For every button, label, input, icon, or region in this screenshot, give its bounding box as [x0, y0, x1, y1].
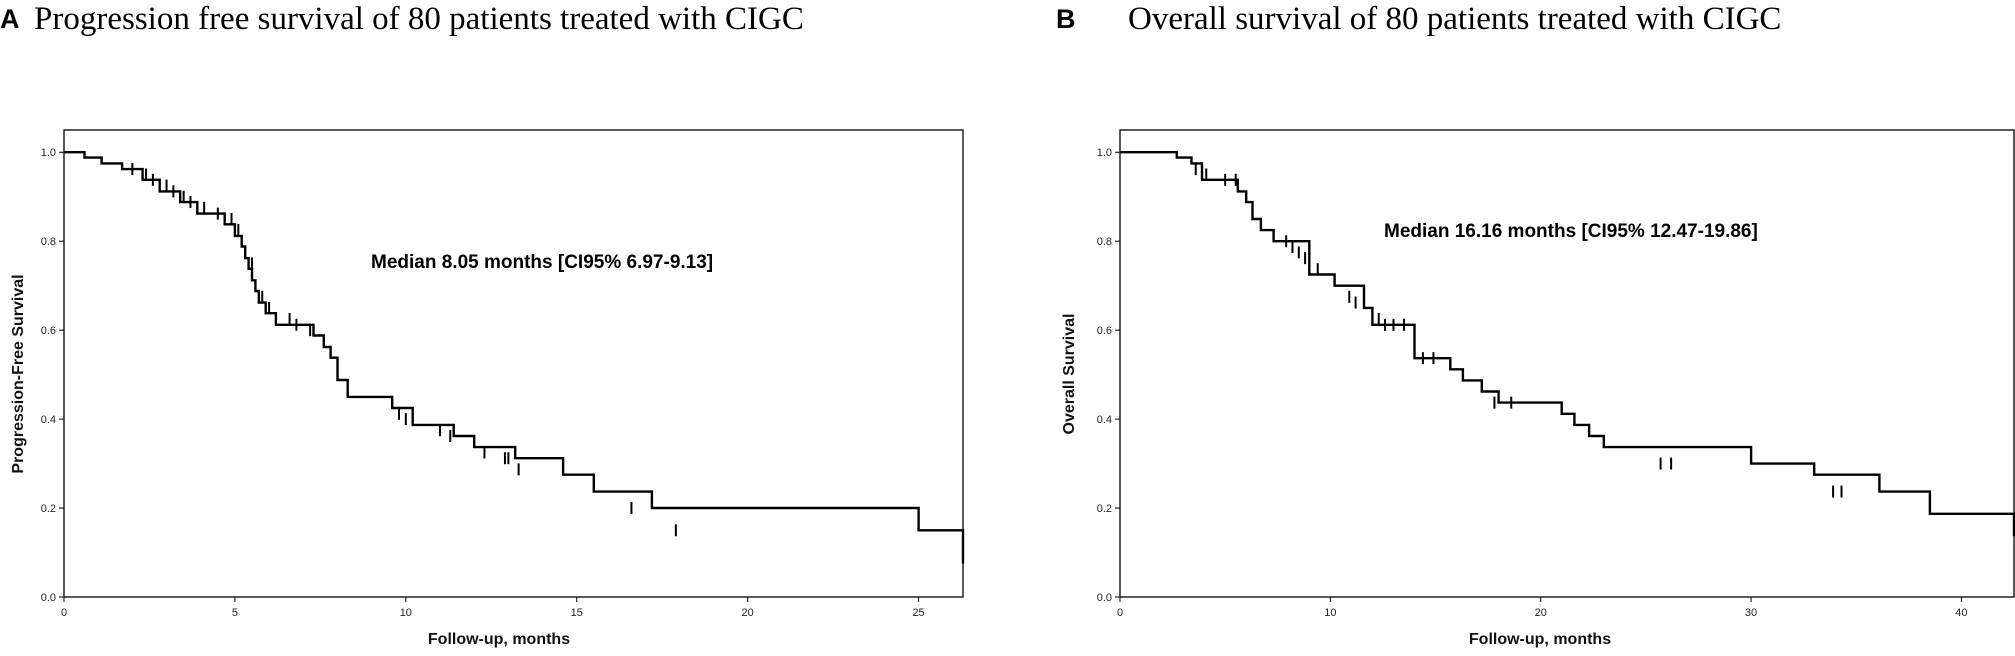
panel-a-x-tick-label: 5: [232, 607, 238, 619]
panel-b-title: Overall survival of 80 patients treated …: [1128, 1, 1781, 37]
panel-b-x-tick-label: 10: [1324, 607, 1336, 619]
panel-a-x-axis-label: Follow-up, months: [428, 631, 570, 648]
panel-b-x-axis-label: Follow-up, months: [1469, 631, 1611, 648]
panel-b-x-tick-label: 0: [1117, 607, 1123, 619]
panel-a-y-tick-label: 0.4: [41, 414, 56, 426]
panel-b-y-tick-label: 0.8: [1097, 236, 1112, 248]
panel-a-y-tick-label: 0.8: [41, 236, 56, 248]
panel-a-plot-frame: [63, 129, 964, 598]
panel-a-y-axis-label: Progression-Free Survival: [10, 274, 27, 473]
panel-b-plot-area: 0 10 20 30 40 0.0 0.2 0.4 0.6 0.8 1.0: [1097, 147, 2015, 619]
panel-b-y-tick-label: 0.6: [1097, 325, 1112, 337]
panel-a-median-annotation: Median 8.05 months [CI95% 6.97-9.13]: [371, 252, 713, 273]
panel-b-y-axis-label: Overall Survival: [1061, 314, 1078, 435]
panel-a-title: Progression free survival of 80 patients…: [34, 1, 804, 37]
panel-b-y-tick-label: 0.2: [1097, 503, 1112, 515]
panel-a-plot-area: 0 5 10 15 20 25 0.0 0.2 0.4 0.6 0.8 1.0: [41, 147, 965, 619]
panel-b-survival-curve: [1120, 151, 2015, 537]
panel-a-y-tick-label: 0.6: [41, 325, 56, 337]
panel-a-y-tick-label: 0.0: [41, 592, 56, 604]
panel-b-plot-frame: [1119, 129, 2015, 598]
panel-a-y-tick-label: 0.2: [41, 503, 56, 515]
panel-a-x-tick-label: 0: [61, 607, 67, 619]
panel-b-x-tick-label: 40: [1955, 607, 1967, 619]
panel-b-label: B: [1056, 4, 1076, 34]
panel-b-y-tick-label: 0.0: [1097, 592, 1112, 604]
panel-a-y-tick-label: 1.0: [41, 147, 56, 159]
panel-a-x-tick-label: 15: [571, 607, 583, 619]
panel-a: A Progression free survival of 80 patien…: [0, 1, 965, 648]
panel-a-x-tick-label: 20: [742, 607, 754, 619]
panel-b-x-tick-label: 30: [1745, 607, 1757, 619]
panel-b-median-annotation: Median 16.16 months [CI95% 12.47-19.86]: [1384, 221, 1758, 242]
panel-b-x-tick-label: 20: [1535, 607, 1547, 619]
panel-a-x-tick-label: 10: [400, 607, 412, 619]
panel-b-y-tick-label: 0.4: [1097, 414, 1112, 426]
panel-b: B Overall survival of 80 patients treate…: [1056, 1, 2015, 648]
panel-b-y-tick-label: 1.0: [1097, 147, 1112, 159]
panel-a-x-tick-label: 25: [912, 607, 924, 619]
panel-a-label: A: [0, 4, 20, 34]
panel-a-survival-curve: [64, 151, 965, 564]
